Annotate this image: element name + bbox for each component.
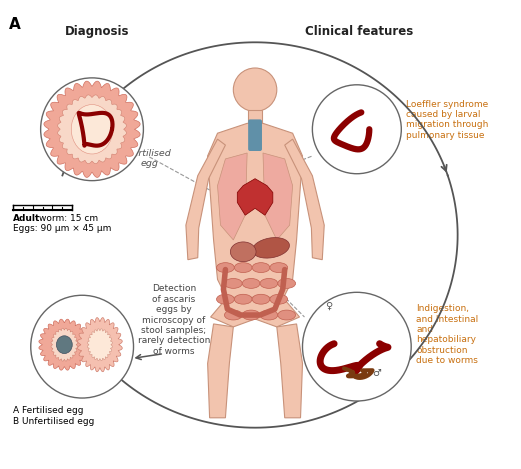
Polygon shape — [44, 81, 140, 177]
Text: Fertilised
egg: Fertilised egg — [128, 149, 171, 168]
Circle shape — [31, 295, 133, 398]
Ellipse shape — [225, 279, 242, 288]
Ellipse shape — [278, 310, 295, 320]
Ellipse shape — [252, 238, 290, 258]
Text: ♀: ♀ — [326, 301, 333, 311]
Polygon shape — [217, 153, 247, 240]
Polygon shape — [237, 179, 273, 215]
Ellipse shape — [225, 310, 242, 320]
Polygon shape — [58, 95, 127, 164]
Ellipse shape — [270, 263, 288, 272]
Ellipse shape — [260, 279, 278, 288]
Text: B Unfertilised egg: B Unfertilised egg — [13, 417, 94, 426]
Polygon shape — [51, 328, 78, 361]
Ellipse shape — [71, 105, 113, 154]
Text: Indigestion,
and Intestinal
and
hepatobiliary
obstruction
due to worms: Indigestion, and Intestinal and hepatobi… — [416, 304, 478, 365]
Circle shape — [41, 78, 143, 181]
Polygon shape — [277, 324, 303, 418]
Text: worm: 15 cm: worm: 15 cm — [39, 214, 98, 223]
Ellipse shape — [242, 310, 260, 320]
Polygon shape — [88, 329, 113, 361]
Polygon shape — [263, 153, 293, 240]
Text: A Fertilised egg: A Fertilised egg — [13, 406, 83, 415]
Polygon shape — [210, 297, 300, 327]
Ellipse shape — [252, 294, 270, 304]
Circle shape — [313, 85, 401, 174]
Ellipse shape — [252, 263, 270, 272]
Text: A: A — [61, 374, 67, 383]
FancyBboxPatch shape — [248, 120, 262, 151]
Text: Clinical features: Clinical features — [305, 24, 413, 38]
Ellipse shape — [230, 242, 256, 262]
Polygon shape — [248, 111, 262, 123]
Ellipse shape — [217, 263, 234, 272]
Circle shape — [303, 292, 411, 401]
Ellipse shape — [234, 263, 252, 272]
Ellipse shape — [270, 294, 288, 304]
Polygon shape — [78, 318, 122, 372]
Text: Eggs: 90 μm × 45 μm: Eggs: 90 μm × 45 μm — [13, 224, 111, 233]
Polygon shape — [284, 139, 324, 260]
Polygon shape — [39, 319, 90, 370]
Ellipse shape — [234, 294, 252, 304]
Circle shape — [233, 68, 277, 112]
Ellipse shape — [260, 310, 278, 320]
Text: Diagnosis: Diagnosis — [65, 24, 129, 38]
Text: Loeffler syndrome
caused by larval
migration through
pulmonary tissue: Loeffler syndrome caused by larval migra… — [406, 99, 489, 140]
Ellipse shape — [217, 294, 234, 304]
Ellipse shape — [242, 279, 260, 288]
Text: Adult: Adult — [13, 214, 40, 223]
Text: A: A — [9, 16, 21, 31]
Ellipse shape — [56, 336, 72, 354]
Polygon shape — [186, 139, 226, 260]
Text: Detection
of ascaris
eggs by
microscopy of
stool samples;
rarely detection
of wo: Detection of ascaris eggs by microscopy … — [138, 284, 210, 356]
Polygon shape — [208, 123, 303, 299]
Polygon shape — [208, 324, 233, 418]
Ellipse shape — [278, 279, 295, 288]
Text: B: B — [97, 374, 103, 383]
Text: ♂: ♂ — [372, 368, 381, 378]
